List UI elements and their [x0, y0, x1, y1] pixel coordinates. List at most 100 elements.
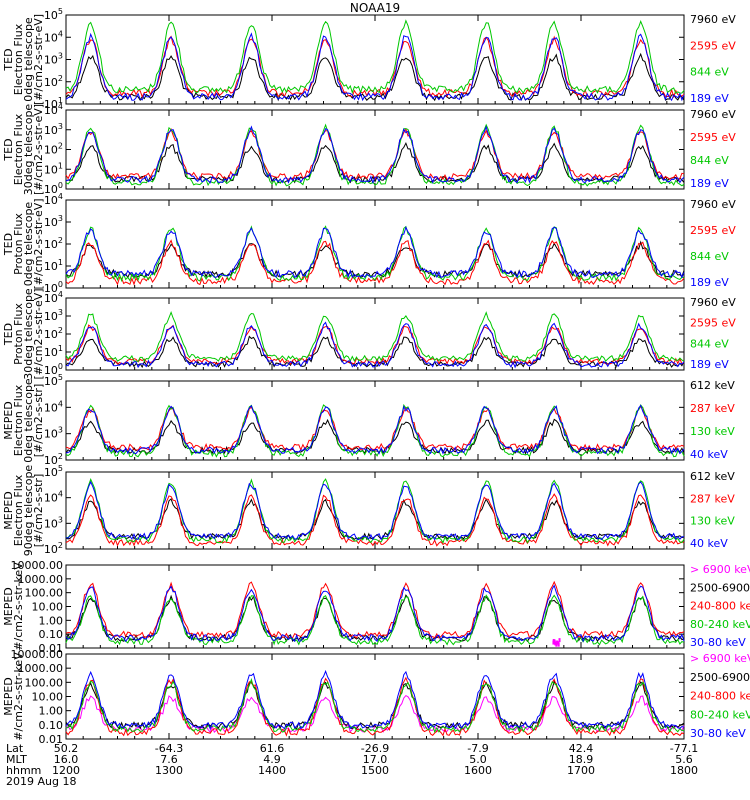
y-tick-label: 104 — [44, 399, 63, 414]
y-axis-label: 0deg telescope — [22, 202, 35, 287]
y-axis-label: Proton Flux — [12, 213, 25, 275]
y-tick-label: 103 — [44, 515, 63, 530]
y-tick-label: 103 — [44, 426, 63, 441]
y-axis-label: MEPED — [2, 677, 15, 716]
y-tick-label: 0.01 — [39, 642, 64, 655]
y-tick-label: 0.10 — [39, 719, 64, 732]
y-tick-label: 101 — [44, 344, 63, 359]
series-line — [65, 225, 685, 283]
legend-entry: 612 keV — [690, 379, 735, 392]
series-line — [65, 240, 685, 279]
legend-entry: 7960 eV — [690, 13, 736, 26]
panel-frame — [65, 380, 685, 461]
y-axis-label: TED — [2, 138, 15, 161]
y-axis-label: 0deg telescope — [22, 378, 35, 463]
series-line — [65, 418, 685, 456]
y-tick-label: 100.00 — [25, 676, 64, 689]
y-tick-label: 103 — [44, 214, 63, 229]
y-axis-label: [#/cm2-s-str-eV] — [32, 198, 45, 289]
y-tick-label: 104 — [44, 290, 63, 305]
series-line — [65, 141, 685, 184]
y-tick-label: 10.00 — [32, 601, 64, 614]
legend-entry: 130 keV — [690, 515, 735, 528]
footer-cell: -7.9 — [467, 742, 488, 755]
legend-entry: 844 eV — [690, 66, 729, 79]
y-axis-label: Electron Flux — [12, 474, 25, 546]
legend-entry: 2595 eV — [690, 39, 736, 52]
y-tick-label: 101 — [44, 161, 63, 176]
series-line — [65, 584, 685, 643]
chart-title: NOAA19 — [350, 1, 400, 15]
footer-cell: 17.0 — [363, 753, 388, 766]
footer-cell: -26.9 — [361, 742, 389, 755]
legend-entry: 612 keV — [690, 470, 735, 483]
legend-entry: 189 eV — [690, 177, 729, 190]
y-tick-label: 105 — [44, 7, 63, 22]
y-tick-label: 1000.00 — [18, 573, 64, 586]
y-tick-label: 100.00 — [25, 587, 64, 600]
data-point — [558, 638, 561, 643]
legend-entry: 40 keV — [690, 448, 728, 461]
legend-entry: 844 eV — [690, 337, 729, 350]
y-tick-label: 102 — [44, 74, 63, 89]
y-tick-label: 10.00 — [32, 691, 64, 704]
series-line — [65, 676, 685, 737]
y-tick-label: 103 — [44, 122, 63, 137]
y-axis-label: Electron Flux — [12, 384, 25, 456]
y-tick-label: 104 — [44, 192, 63, 207]
series-line — [65, 477, 685, 544]
footer-row-label: Lat — [6, 742, 24, 755]
data-point — [554, 641, 557, 646]
legend-entry: 2595 eV — [690, 224, 736, 237]
series-line — [65, 480, 685, 541]
legend-entry: 189 eV — [690, 358, 729, 371]
series-line — [65, 404, 685, 455]
data-point — [552, 640, 555, 645]
panel-frame — [65, 564, 685, 649]
y-axis-label: Electron Flux — [12, 113, 25, 185]
y-axis-label: MEPED — [2, 491, 15, 530]
series-line — [65, 677, 685, 734]
footer-cell: 4.9 — [263, 753, 281, 766]
footer-cell: -77.1 — [670, 742, 698, 755]
y-tick-label: 0.10 — [39, 628, 64, 641]
footer-cell: 18.9 — [569, 753, 594, 766]
footer-cell: 1800 — [670, 764, 698, 777]
legend-entry: > 6900 keV — [690, 563, 750, 576]
footer-cell: 5.6 — [675, 753, 693, 766]
series-line — [65, 321, 685, 369]
footer-cell: 1500 — [361, 764, 389, 777]
y-axis-label: Electron Flux — [12, 23, 25, 95]
data-point — [556, 640, 559, 645]
legend-entry: 240-800 keV — [690, 690, 750, 703]
y-axis-label: 0deg telescope — [22, 17, 35, 102]
data-point — [557, 642, 560, 647]
series-line — [65, 669, 685, 731]
legend-entry: 2595 eV — [690, 317, 736, 330]
y-tick-label: 103 — [44, 308, 63, 323]
series-line — [65, 493, 685, 547]
y-axis-label: [#/cm2-s-str] — [32, 384, 45, 458]
series-line — [65, 310, 685, 362]
y-tick-label: 101 — [44, 258, 63, 273]
y-axis-label: TED — [2, 48, 15, 71]
y-tick-label: 104 — [44, 102, 63, 117]
series-line — [65, 239, 685, 286]
data-point — [555, 642, 558, 647]
y-tick-label: 102 — [44, 326, 63, 341]
y-axis-label: 30deg telescope — [22, 104, 35, 196]
series-line — [65, 594, 685, 646]
footer-row-label: 2019 Aug 18 — [6, 775, 76, 788]
y-tick-label: 104 — [44, 29, 63, 44]
y-axis-label: [#/cm2-s-str] — [32, 474, 45, 548]
legend-entry: > 6900 keV — [690, 652, 750, 665]
legend-entry: 240-800 keV — [690, 600, 750, 613]
footer-row-label: hhmm — [6, 764, 41, 777]
legend-entry: 7960 eV — [690, 296, 736, 309]
legend-entry: 80-240 keV — [690, 618, 750, 631]
y-tick-label: 10000.00 — [11, 648, 64, 661]
